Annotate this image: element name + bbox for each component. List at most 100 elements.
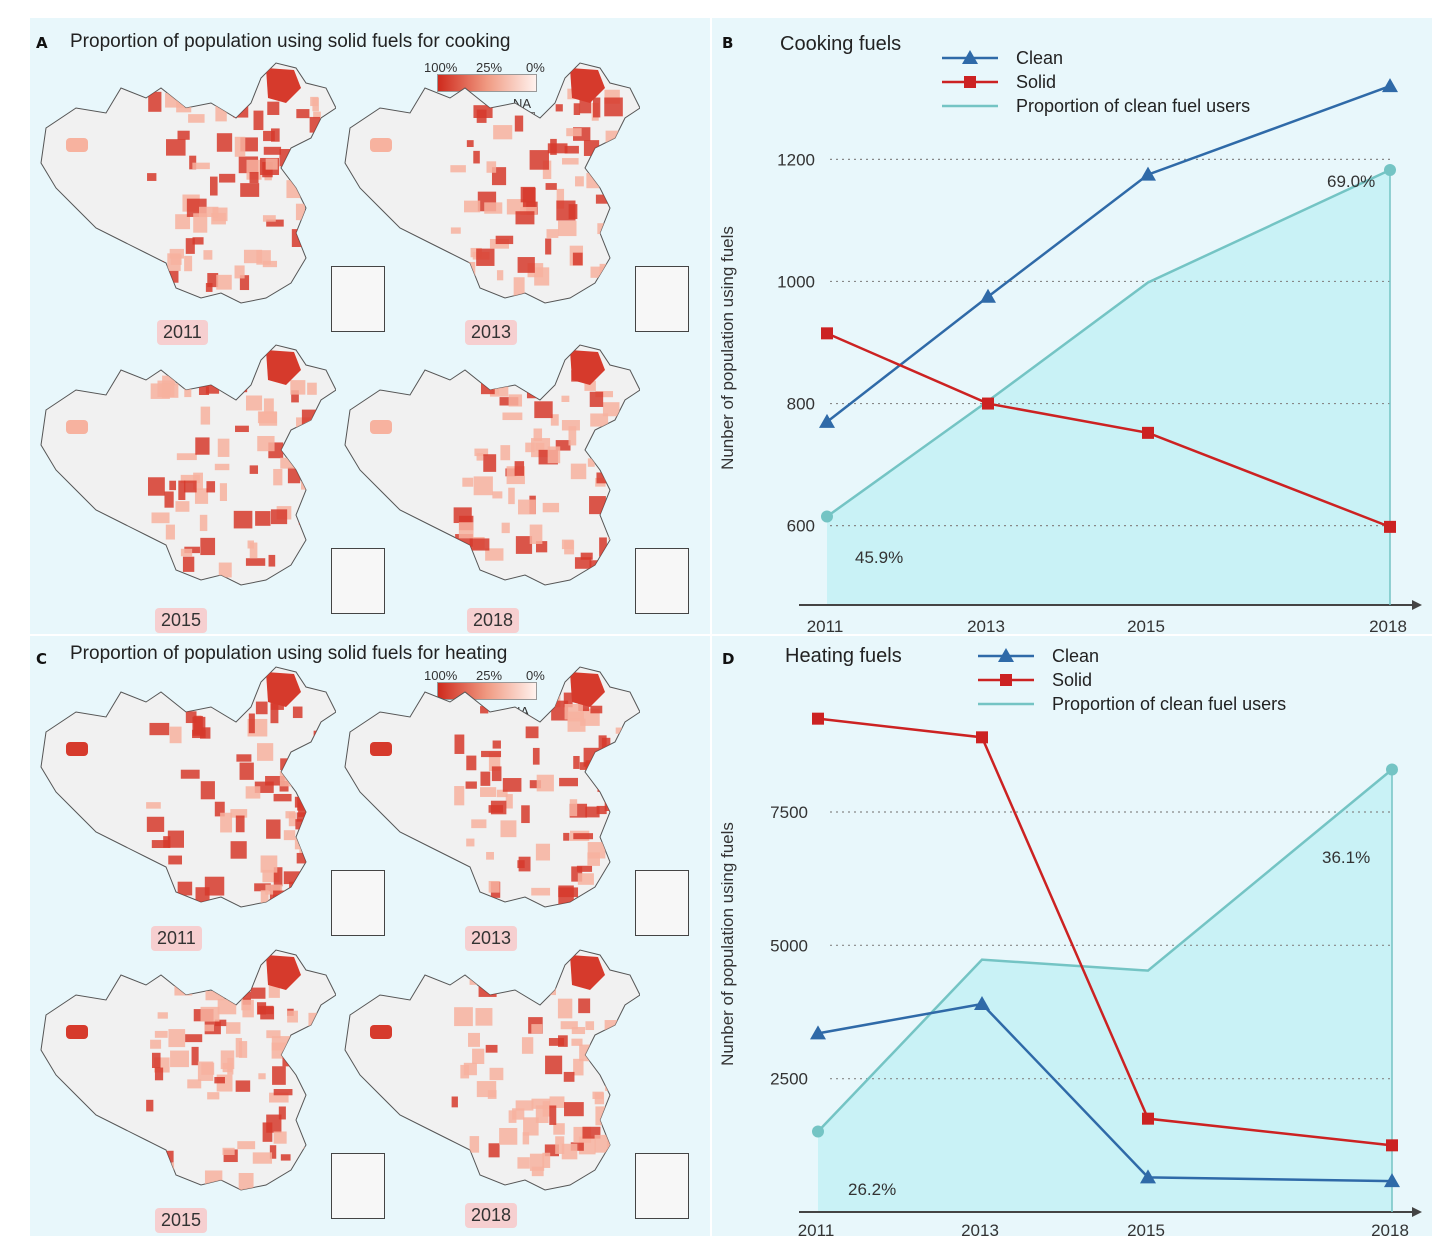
panel-d-letter: D (722, 650, 735, 668)
proportion-point (821, 510, 833, 523)
y-tick-label: 1200 (777, 150, 815, 169)
solid-point (1142, 426, 1154, 439)
x-tick-label: 2018 (1371, 1221, 1409, 1240)
panel-c-year-2011: 2011 (151, 926, 202, 951)
panel-c-year-2013: 2013 (465, 926, 518, 951)
proportion-point (812, 1125, 824, 1138)
clean-point (1384, 1173, 1400, 1188)
panel-c-year-2015: 2015 (155, 1208, 208, 1233)
south-china-sea-inset (635, 870, 689, 936)
y-tick-label: 7500 (770, 803, 808, 822)
panel-b-letter: B (722, 34, 734, 52)
clean-point (819, 413, 835, 428)
south-china-sea-inset (635, 548, 689, 614)
solid-point (812, 712, 824, 725)
panel-a-year-2015: 2015 (155, 608, 208, 633)
proportion-area (818, 769, 1392, 1212)
china-map (40, 62, 336, 304)
proportion-label-end: 69.0% (1327, 172, 1375, 191)
china-map (344, 666, 640, 908)
solid-point (982, 397, 994, 410)
proportion-label-end: 36.1% (1322, 848, 1370, 867)
x-axis-arrow (1412, 600, 1422, 610)
china-map (40, 949, 336, 1191)
china-map (40, 666, 336, 908)
solid-point (821, 327, 833, 340)
x-tick-label: 2015 (1127, 1221, 1165, 1240)
clean-point (1140, 166, 1156, 181)
legend-label: Solid (1052, 670, 1092, 690)
proportion-line (826, 168, 1391, 518)
y-tick-label: 600 (787, 517, 815, 536)
china-map (344, 62, 640, 304)
x-tick-label: 2011 (798, 1221, 835, 1240)
x-tick-label: 2013 (961, 1221, 999, 1240)
legend-label: Clean (1052, 646, 1099, 666)
panel-c-title: Proportion of population using solid fue… (70, 643, 508, 664)
clean-line (826, 84, 1391, 423)
panel-c-year-2018: 2018 (465, 1203, 518, 1228)
south-china-sea-inset (635, 266, 689, 332)
south-china-sea-inset (331, 548, 385, 614)
legend-marker (1000, 674, 1012, 686)
chart-title: Cooking fuels (780, 33, 901, 55)
panel-a-color-scale (437, 74, 537, 92)
south-china-sea-inset (331, 1153, 385, 1219)
panel-a-year-2013: 2013 (465, 320, 518, 345)
china-map (40, 344, 336, 586)
proportion-label-start: 26.2% (848, 1180, 896, 1199)
panel-a-letter: A (36, 34, 48, 52)
solid-line (826, 332, 1391, 529)
china-map (344, 344, 640, 586)
clean-point (1140, 1169, 1156, 1184)
solid-point (976, 731, 988, 744)
x-tick-label: 2018 (1369, 617, 1407, 636)
solid-line (817, 717, 1393, 1147)
panel-c-scale-mid: 25% (476, 668, 503, 683)
proportion-line (817, 768, 1393, 1133)
solid-point (1386, 1139, 1398, 1152)
panel-c-letter: C (36, 650, 48, 668)
y-tick-label: 5000 (770, 936, 808, 955)
x-axis-arrow (1412, 1207, 1422, 1217)
y-axis-label: Nunber of population using fuels (718, 226, 737, 470)
panel-a-title: Proportion of population using solid fue… (70, 31, 511, 52)
x-tick-label: 2011 (807, 617, 844, 636)
panel-a-scale-low: 0% (526, 60, 545, 75)
chart-title: Heating fuels (785, 645, 902, 667)
legend-label: Clean (1016, 48, 1063, 68)
x-tick-label: 2015 (1127, 617, 1165, 636)
panel-a-scale-mid: 25% (476, 60, 503, 75)
legend-marker (964, 76, 976, 88)
panel-c-scale-low: 0% (526, 668, 545, 683)
y-tick-label: 2500 (770, 1070, 808, 1089)
clean-point (810, 1025, 826, 1040)
proportion-point (1384, 164, 1396, 176)
panel-a-year-2011: 2011 (157, 320, 208, 345)
china-map (344, 949, 640, 1191)
legend-label: Proportion of clean fuel users (1052, 694, 1286, 714)
clean-point (974, 996, 990, 1010)
legend-label: Solid (1016, 72, 1056, 92)
y-axis-label: Nunber of population using fuels (718, 822, 737, 1066)
panel-c-scale-high: 100% (424, 668, 458, 683)
clean-point (980, 288, 996, 303)
south-china-sea-inset (331, 870, 385, 936)
solid-point (1384, 520, 1396, 533)
clean-line (817, 1002, 1393, 1183)
proportion-label-start: 45.9% (855, 548, 903, 567)
solid-point (1142, 1112, 1154, 1125)
clean-point (1382, 78, 1398, 93)
proportion-point (1386, 763, 1398, 776)
y-tick-label: 800 (787, 395, 815, 414)
y-tick-label: 1000 (777, 272, 815, 291)
south-china-sea-inset (635, 1153, 689, 1219)
south-china-sea-inset (331, 266, 385, 332)
legend-label: Proportion of clean fuel users (1016, 96, 1250, 116)
x-tick-label: 2013 (967, 617, 1005, 636)
legend-marker (998, 648, 1014, 662)
legend-marker (962, 50, 978, 64)
proportion-area (827, 170, 1390, 605)
panel-a-scale-high: 100% (424, 60, 458, 75)
